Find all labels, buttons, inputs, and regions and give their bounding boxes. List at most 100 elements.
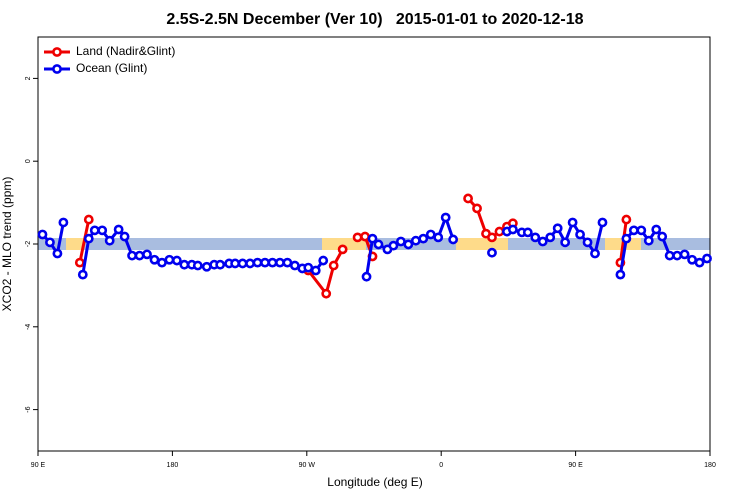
- data-point: [97, 225, 108, 236]
- y-tick-label: -6: [25, 406, 32, 412]
- y-tick-label: -2: [25, 241, 32, 247]
- y-tick-label: 0: [25, 159, 32, 163]
- data-point: [361, 271, 372, 282]
- data-point: [260, 257, 270, 268]
- data-point: [657, 231, 668, 242]
- x-tick-label: 90 E: [568, 462, 583, 469]
- x-axis-label: Longitude (deg E): [327, 475, 422, 489]
- data-point: [367, 233, 378, 244]
- data-point: [45, 237, 55, 248]
- data-point: [552, 223, 563, 234]
- data-point: [679, 249, 690, 260]
- data-point: [418, 233, 429, 244]
- data-point: [597, 217, 608, 228]
- data-point: [582, 237, 593, 248]
- legend-marker: [52, 47, 62, 57]
- data-point: [567, 217, 578, 228]
- data-point: [157, 257, 167, 268]
- data-point: [545, 232, 556, 243]
- data-point: [321, 288, 332, 299]
- data-point: [472, 203, 482, 214]
- data-point: [89, 225, 100, 236]
- data-point: [52, 248, 63, 259]
- x-tick-label: 180: [167, 462, 179, 469]
- data-point: [373, 239, 384, 250]
- data-point: [267, 257, 278, 268]
- data-point: [142, 249, 152, 260]
- data-point: [687, 254, 697, 265]
- chart-title: 2.5S-2.5N December (Ver 10) 2015-01-01 t…: [166, 11, 583, 28]
- data-point: [494, 226, 505, 237]
- data-point: [487, 232, 497, 243]
- data-point: [560, 237, 571, 248]
- data-point: [702, 253, 712, 264]
- data-point: [448, 234, 459, 245]
- data-point: [621, 214, 632, 225]
- data-point: [289, 260, 300, 271]
- data-point: [410, 235, 421, 246]
- plot-frame: [37, 36, 711, 452]
- data-point: [328, 260, 339, 271]
- data-point: [487, 247, 497, 258]
- data-point: [303, 262, 314, 273]
- legend-label: Ocean (Glint): [76, 61, 147, 75]
- data-point: [134, 250, 145, 261]
- data-point: [628, 225, 639, 236]
- data-point: [179, 259, 190, 270]
- data-point: [537, 236, 548, 247]
- data-point: [425, 229, 436, 240]
- data-point: [440, 212, 451, 223]
- data-point: [463, 193, 473, 204]
- data-point: [360, 231, 370, 242]
- data-point: [164, 254, 175, 265]
- data-point: [237, 258, 248, 269]
- data-point: [74, 257, 85, 268]
- data-point: [318, 255, 329, 266]
- data-point: [77, 269, 88, 280]
- land-band: [456, 238, 508, 250]
- data-point: [119, 231, 130, 242]
- legend-marker: [52, 64, 62, 74]
- data-point: [252, 257, 263, 268]
- data-point: [104, 235, 115, 246]
- legend-label: Land (Nadir&Glint): [76, 44, 175, 58]
- data-point: [621, 233, 632, 244]
- data-point: [127, 250, 137, 261]
- data-point: [230, 258, 241, 269]
- data-point: [664, 250, 675, 261]
- data-point: [113, 224, 124, 235]
- y-tick-label: -4: [25, 324, 32, 330]
- y-tick-label: 2: [25, 76, 32, 80]
- data-point: [522, 227, 533, 238]
- data-point: [433, 232, 444, 243]
- data-point: [171, 255, 182, 266]
- data-point: [282, 257, 293, 268]
- data-point: [37, 229, 48, 240]
- data-point: [275, 257, 285, 268]
- data-point: [149, 254, 160, 265]
- x-tick-label: 90 E: [31, 462, 46, 469]
- x-tick-label: 180: [704, 462, 716, 469]
- data-point: [651, 224, 662, 235]
- data-point: [388, 240, 399, 251]
- legend: Land (Nadir&Glint) Ocean (Glint): [44, 44, 175, 75]
- data-point: [192, 260, 203, 271]
- data-point: [395, 236, 406, 247]
- data-point: [58, 217, 69, 228]
- data-point: [215, 259, 226, 270]
- x-tick-label: 0: [439, 462, 443, 469]
- data-point: [403, 239, 414, 250]
- data-point: [352, 232, 363, 243]
- land-band: [66, 238, 84, 250]
- data-point: [530, 232, 541, 243]
- data-point: [337, 244, 348, 255]
- y-axis-label: XCO2 - MLO trend (ppm): [0, 177, 14, 312]
- data-point: [201, 261, 212, 272]
- data-point: [507, 224, 518, 235]
- data-point: [575, 229, 585, 240]
- data-point: [643, 235, 654, 246]
- data-point: [636, 225, 647, 236]
- data-point: [590, 248, 600, 259]
